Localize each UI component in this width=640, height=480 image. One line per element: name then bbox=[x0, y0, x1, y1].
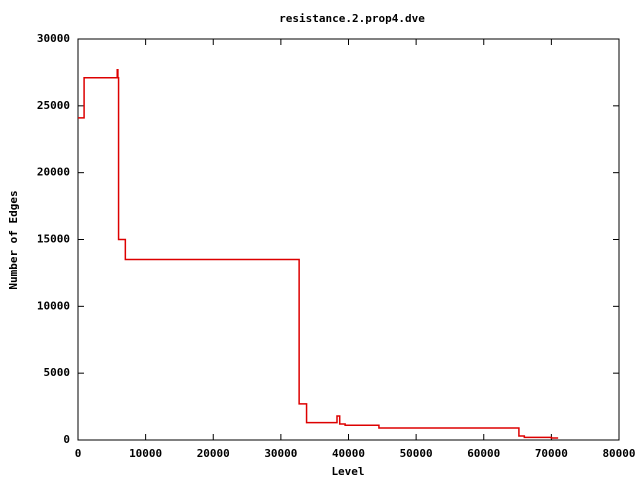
y-tick-label: 25000 bbox=[37, 99, 70, 112]
y-tick-label: 20000 bbox=[37, 166, 70, 179]
y-tick-label: 15000 bbox=[37, 233, 70, 246]
y-axis-label: Number of Edges bbox=[7, 190, 20, 289]
y-tick-label: 0 bbox=[63, 433, 70, 446]
x-tick-label: 40000 bbox=[332, 447, 365, 460]
y-tick-label: 30000 bbox=[37, 32, 70, 45]
x-tick-label: 30000 bbox=[264, 447, 297, 460]
x-tick-label: 50000 bbox=[400, 447, 433, 460]
y-tick-label: 5000 bbox=[44, 366, 71, 379]
x-tick-label: 0 bbox=[75, 447, 82, 460]
data-line bbox=[78, 68, 559, 439]
x-axis-label: Level bbox=[331, 465, 364, 478]
x-tick-label: 20000 bbox=[197, 447, 230, 460]
x-tick-label: 80000 bbox=[602, 447, 635, 460]
x-tick-label: 70000 bbox=[535, 447, 568, 460]
y-tick-label: 10000 bbox=[37, 299, 70, 312]
x-tick-label: 10000 bbox=[129, 447, 162, 460]
x-tick-label: 60000 bbox=[467, 447, 500, 460]
chart-title: resistance.2.prop4.dve bbox=[279, 12, 425, 25]
